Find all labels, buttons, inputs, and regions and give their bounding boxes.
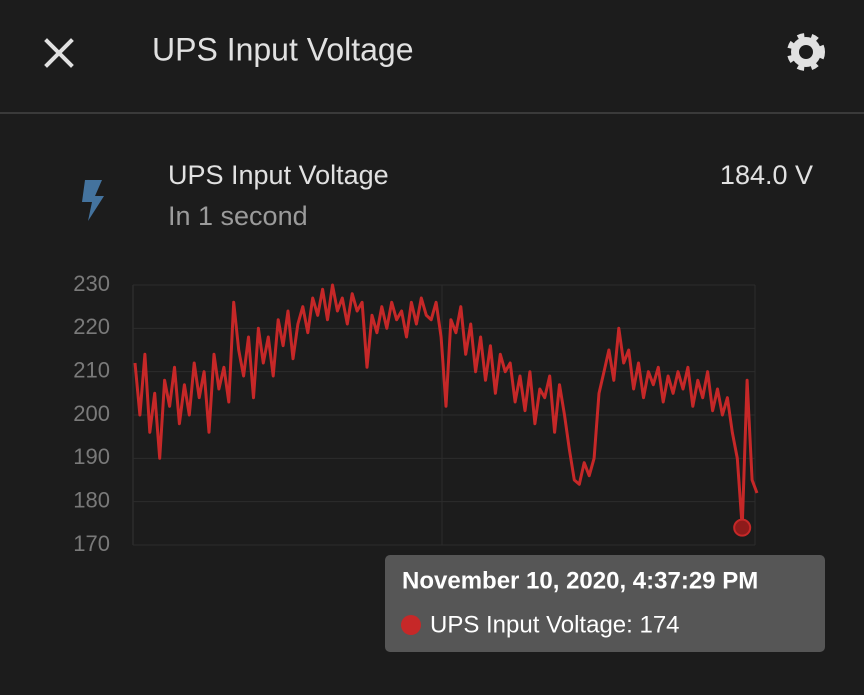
chart: 170 180 190 200 210 220 230 <box>73 271 759 556</box>
hover-point <box>733 518 752 537</box>
y-tick-label: 180 <box>73 487 110 512</box>
y-tick-label: 200 <box>73 401 110 426</box>
entity-time: In 1 second <box>168 201 308 231</box>
tooltip: November 10, 2020, 4:37:29 PM UPS Input … <box>385 555 825 652</box>
tooltip-label: UPS Input Voltage: 174 <box>430 611 680 638</box>
settings-button[interactable] <box>787 33 825 71</box>
close-button[interactable] <box>44 38 74 68</box>
dialog-title: UPS Input Voltage <box>152 31 414 67</box>
tooltip-title: November 10, 2020, 4:37:29 PM <box>402 567 758 594</box>
entity-icon <box>82 180 104 221</box>
y-tick-label: 210 <box>73 357 110 382</box>
data-line <box>133 283 759 530</box>
y-tick-label: 170 <box>73 531 110 556</box>
entity-name: UPS Input Voltage <box>168 160 389 190</box>
tooltip-swatch <box>401 615 421 635</box>
y-tick-label: 220 <box>73 314 110 339</box>
y-tick-label: 230 <box>73 271 110 296</box>
entity-state: 184.0 V <box>720 160 813 190</box>
y-tick-label: 190 <box>73 444 110 469</box>
tooltip-box <box>385 555 825 652</box>
